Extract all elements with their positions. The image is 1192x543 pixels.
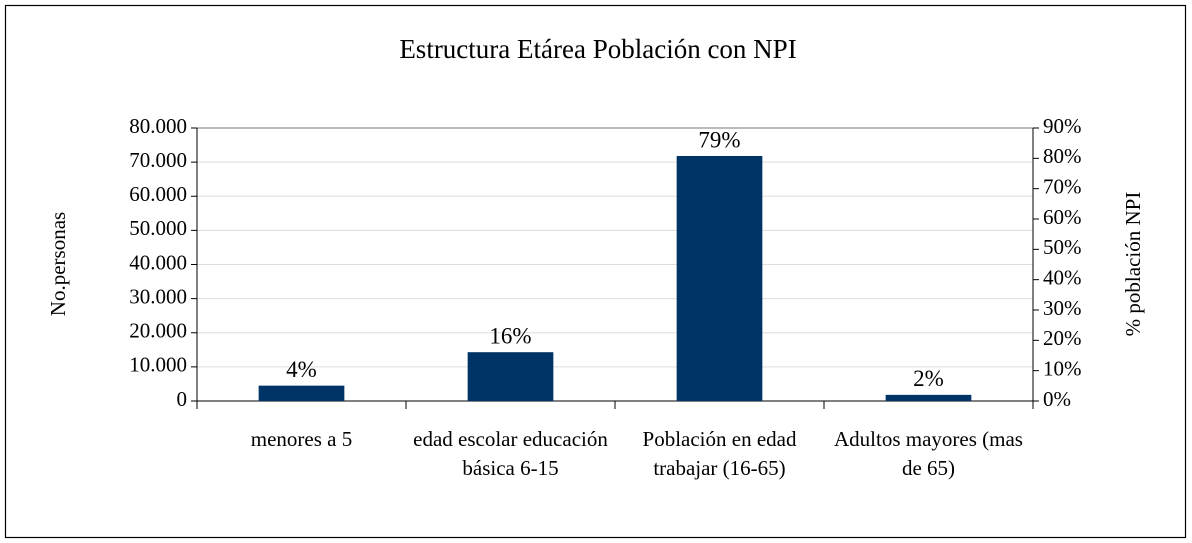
y2-tick-label: 30% [1043, 296, 1082, 320]
data-label: 79% [698, 127, 740, 152]
bar [467, 352, 554, 401]
y2-tick-label: 40% [1043, 265, 1082, 289]
x-tick-label-line: Población en edad [643, 427, 797, 451]
y2-tick-label: 0% [1043, 387, 1071, 411]
x-tick-label-line: Adultos mayores (mas [834, 427, 1023, 451]
y-tick-label: 0 [177, 387, 188, 411]
y-tick-label: 80.000 [129, 114, 187, 138]
y2-tick-label: 70% [1043, 174, 1082, 198]
data-label: 2% [913, 366, 944, 391]
y-axis-label: No.personas [46, 212, 70, 316]
y-tick-label: 70.000 [129, 148, 187, 172]
y-tick-label: 20.000 [129, 319, 187, 343]
x-tick-label-line: edad escolar educación [413, 427, 608, 451]
y-tick-label: 10.000 [129, 353, 187, 377]
y2-tick-label: 60% [1043, 205, 1082, 229]
x-tick-label-line: menores a 5 [251, 427, 352, 451]
y2-axis-label: % población NPI [1121, 192, 1145, 337]
x-tick-label-line: de 65) [902, 456, 955, 480]
x-tick-label: Población en edad trabajar (16-65) [643, 427, 797, 480]
bar [258, 385, 345, 401]
data-label: 4% [286, 357, 317, 382]
x-tick-label: edad escolar educación básica 6-15 [413, 427, 608, 480]
x-tick-label-line: trabajar (16-65) [653, 456, 785, 480]
chart-frame [4, 4, 1187, 539]
x-tick-label: menores a 5 [251, 427, 352, 451]
y2-tick-label: 10% [1043, 356, 1082, 380]
y-tick-label: 60.000 [129, 182, 187, 206]
y-tick-label: 30.000 [129, 284, 187, 308]
bar [676, 155, 763, 401]
x-tick-label-line: básica 6-15 [462, 456, 558, 480]
x-tick-label: Adultos mayores (mas de 65) [834, 427, 1023, 480]
data-label: 16% [489, 323, 531, 348]
chart-title: Estructura Etárea Población con NPI [399, 34, 796, 64]
bar [885, 394, 972, 401]
y2-tick-label: 90% [1043, 114, 1082, 138]
y2-tick-label: 20% [1043, 326, 1082, 350]
y-tick-label: 40.000 [129, 250, 187, 274]
y2-tick-label: 50% [1043, 235, 1082, 259]
y2-tick-label: 80% [1043, 144, 1082, 168]
y-tick-label: 50.000 [129, 216, 187, 240]
